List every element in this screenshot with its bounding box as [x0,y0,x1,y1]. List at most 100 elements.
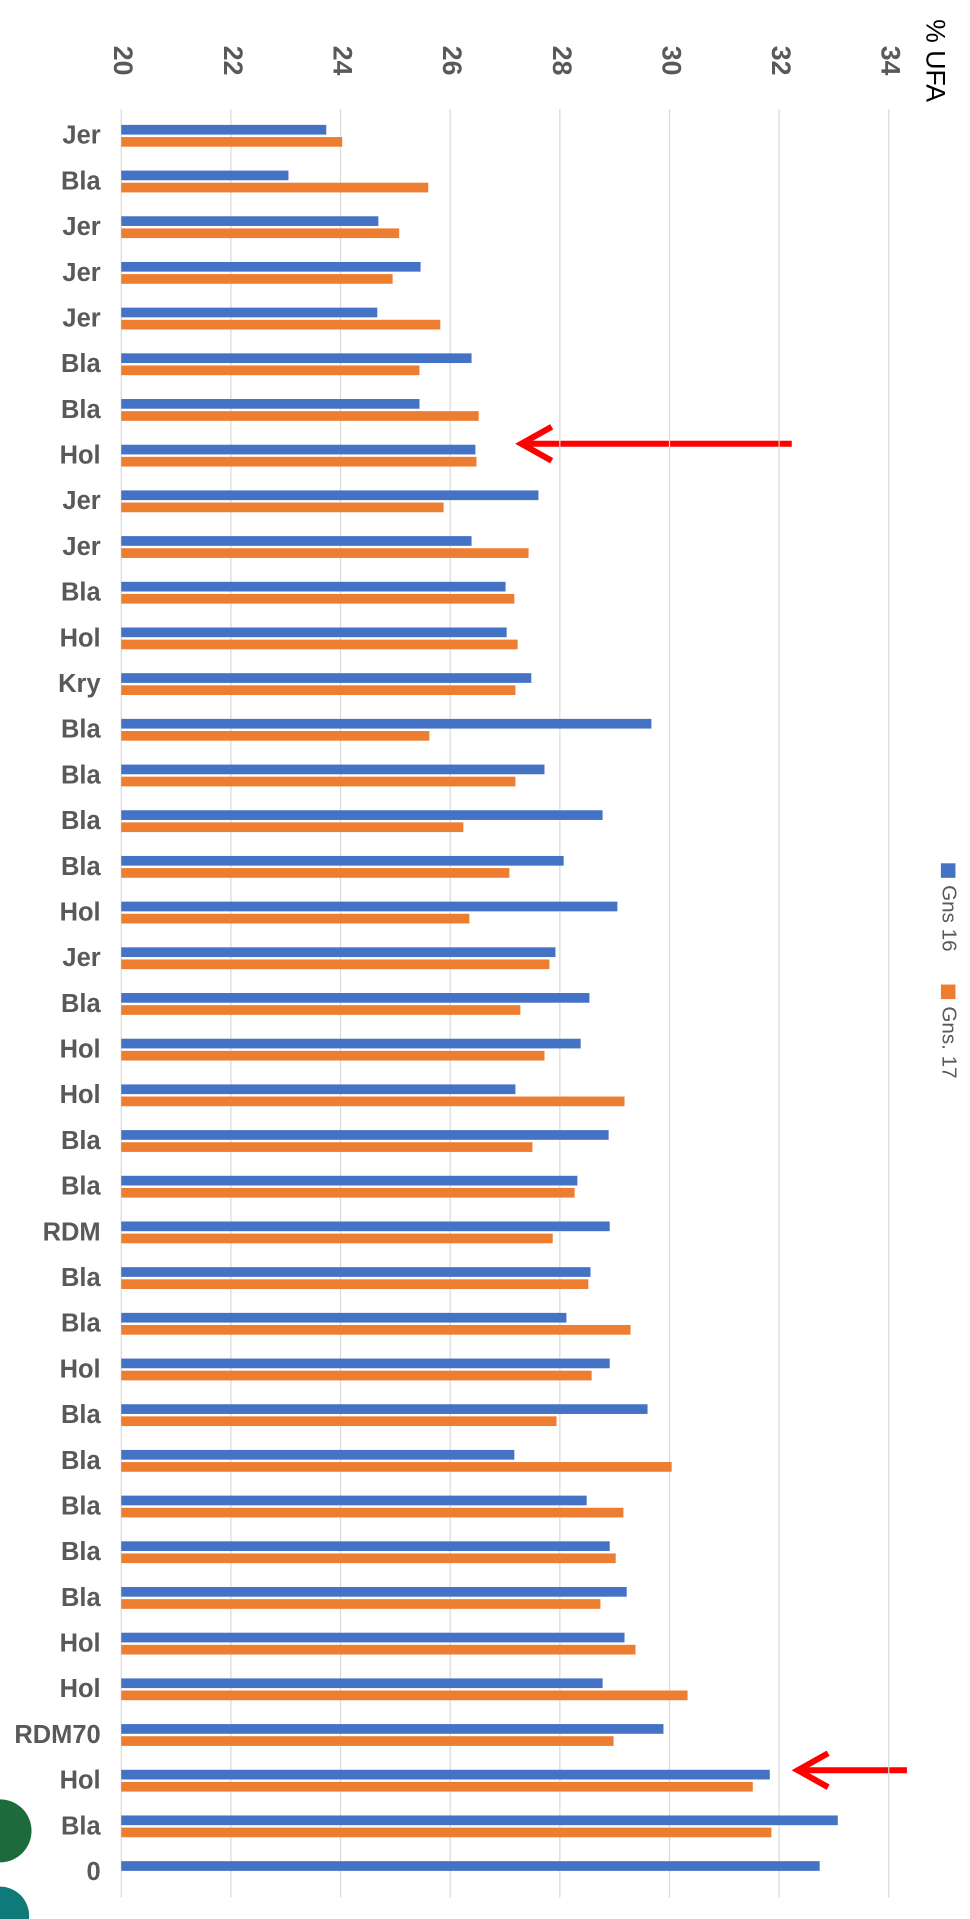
bar [121,1861,820,1871]
bar [121,639,518,650]
bar [121,1324,631,1335]
y-tick-label: Bla [61,579,101,607]
y-tick-label: Bla [61,1173,101,1201]
y-tick-label: Bla [61,1812,101,1840]
bar [121,1175,578,1186]
y-tick-label: Hol [60,1675,101,1703]
bar [121,1221,610,1232]
bar [121,855,564,866]
y-tick-label: Hol [60,898,101,926]
arrow-head [791,1750,830,1790]
bar [121,228,400,239]
bar [121,1815,838,1826]
y-tick-label: Hol [60,1767,101,1795]
y-tick-label: Hol [60,1081,101,1109]
bar [121,913,470,924]
bar [121,776,516,787]
bar [121,1370,592,1381]
bar [121,810,603,820]
bar [121,124,327,135]
x-tick-label: 20 [108,46,138,76]
bar [121,993,590,1003]
bar [121,1781,753,1792]
axis-label: % UFA [921,19,951,102]
bar [121,216,379,226]
bar [121,1632,625,1643]
bar [121,1449,515,1460]
bar [121,307,378,318]
arrows [515,424,907,1790]
x-tick-label: 26 [437,46,467,76]
bar [121,1404,648,1414]
legend-swatch [940,984,956,1000]
bar [121,502,444,513]
bar [121,1769,770,1780]
bar [121,1507,624,1518]
bar [121,868,510,878]
bar [121,1142,533,1152]
bar [121,1050,545,1061]
legend-label: Gns. 17 [938,1006,961,1078]
y-tick-label: Bla [61,1584,101,1612]
bar [121,182,429,193]
x-tick-label: 32 [766,46,796,76]
bar [121,1084,516,1095]
bar [121,353,472,364]
bar [121,1187,575,1198]
bar [121,1416,557,1427]
bar [121,764,545,775]
bar [121,411,479,421]
bar [121,1495,587,1506]
y-tick-label: Bla [61,1127,101,1155]
bar [121,1690,688,1701]
y-tick-label: Bla [61,716,101,744]
bar [121,593,515,604]
y-tick-label: Hol [60,1036,101,1064]
x-tick-label: 28 [547,46,577,76]
bar [121,1827,772,1838]
arrow-head [515,424,554,464]
bar [121,822,464,833]
bar [121,1736,614,1746]
y-tick-label: Bla [61,1538,101,1566]
y-tick-label: RDM70 [14,1721,100,1749]
bar [121,959,550,970]
legend-swatch [940,863,956,878]
bar [121,1267,591,1277]
bar [121,1130,609,1140]
y-tick-label: Bla [61,1310,101,1338]
bar [121,1587,627,1597]
bar [121,581,506,592]
y-tick-label: Bla [61,350,101,378]
bar [121,137,343,147]
y-tick-label: Bla [61,1492,101,1520]
y-tick-label: Jer [62,533,100,561]
bar [121,947,556,958]
y-tick-label: Jer [62,304,100,332]
bar [121,319,441,330]
bar [121,1462,672,1472]
legend-label: Gns 16 [938,885,961,951]
y-tick-label: Bla [61,1264,101,1292]
y-tick-label: Hol [60,624,101,652]
y-tick-label: Jer [62,213,100,241]
y-tick-label: 0 [86,1858,100,1886]
y-tick-label: Bla [61,1447,101,1475]
bar [121,1358,610,1369]
bar [121,1599,601,1609]
y-tick-label: Bla [61,853,101,881]
x-tick-label: 24 [327,46,357,76]
y-tick-label: Jer [62,122,100,150]
bar [121,685,516,696]
bar [121,536,472,546]
y-tick-label: Bla [61,761,101,789]
bar [121,456,477,467]
bar [121,399,420,409]
bar [121,274,393,284]
bar [121,1096,625,1107]
x-tick-label: 30 [656,46,686,76]
bar [121,261,421,272]
bar [121,548,529,558]
y-tick-label: Kry [58,670,101,698]
